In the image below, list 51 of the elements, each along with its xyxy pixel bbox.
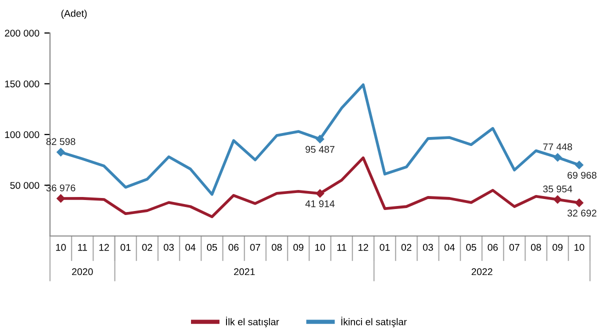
x-tick-label: 04 xyxy=(444,244,455,251)
data-label: 77 448 xyxy=(543,143,572,150)
data-label: 32 692 xyxy=(567,210,596,217)
x-tick-label: 04 xyxy=(185,244,196,251)
y-tick-label: 100 000 xyxy=(5,131,40,138)
data-label: 69 968 xyxy=(568,172,596,179)
x-tick-label: 05 xyxy=(206,244,217,251)
point xyxy=(553,195,562,204)
text: 2020 xyxy=(72,268,93,276)
x-tick-label: 08 xyxy=(530,244,541,251)
x-tick-label: 12 xyxy=(358,244,368,251)
data-label: 82 598 xyxy=(46,138,76,146)
x-tick-label: 10 xyxy=(315,244,326,251)
x-tick-label: 12 xyxy=(99,244,109,251)
x-tick-label: 07 xyxy=(250,244,260,251)
x-tick-label: 08 xyxy=(272,244,282,251)
legend-label: İkinci el satışlar xyxy=(341,316,407,328)
x-tick-label: 03 xyxy=(164,244,174,251)
point xyxy=(56,148,65,156)
point xyxy=(56,194,65,203)
data-label: 36 976 xyxy=(46,184,76,192)
point xyxy=(316,189,324,198)
x-tick-label: 02 xyxy=(142,244,152,251)
text: 2022 xyxy=(472,268,492,276)
x-tick-label: 01 xyxy=(380,244,390,251)
x-tick-label: 11 xyxy=(337,244,346,251)
x-tick-label: 06 xyxy=(228,244,239,251)
y-tick-label: 200 000 xyxy=(4,30,40,37)
x-tick-label: 02 xyxy=(401,244,412,251)
data-label: 95 487 xyxy=(306,146,334,153)
data-label: 41 914 xyxy=(305,200,335,208)
y-tick-label: 150 000 xyxy=(5,80,40,88)
x-tick-label: 05 xyxy=(466,244,476,251)
point xyxy=(316,134,324,144)
x-tick-label: 03 xyxy=(422,244,433,251)
x-tick-label: 01 xyxy=(120,244,131,251)
x-tick-label: 11 xyxy=(78,244,87,251)
point xyxy=(553,153,562,162)
legend-label: İlk el satışlar xyxy=(226,316,280,328)
y-axis-title: (Adet) xyxy=(61,10,87,19)
x-tick-label: 09 xyxy=(552,244,563,251)
text: 2021 xyxy=(234,268,255,276)
y-tick-label: 50 000 xyxy=(10,182,40,189)
x-tick-label: 07 xyxy=(509,244,520,251)
x-tick-label: 06 xyxy=(488,244,498,251)
point xyxy=(575,160,584,170)
x-tick-label: 10 xyxy=(56,244,66,251)
x-tick-label: 09 xyxy=(293,244,304,251)
x-tick-label: 10 xyxy=(574,244,584,251)
point xyxy=(575,198,584,207)
data-label: 35 954 xyxy=(543,186,572,192)
